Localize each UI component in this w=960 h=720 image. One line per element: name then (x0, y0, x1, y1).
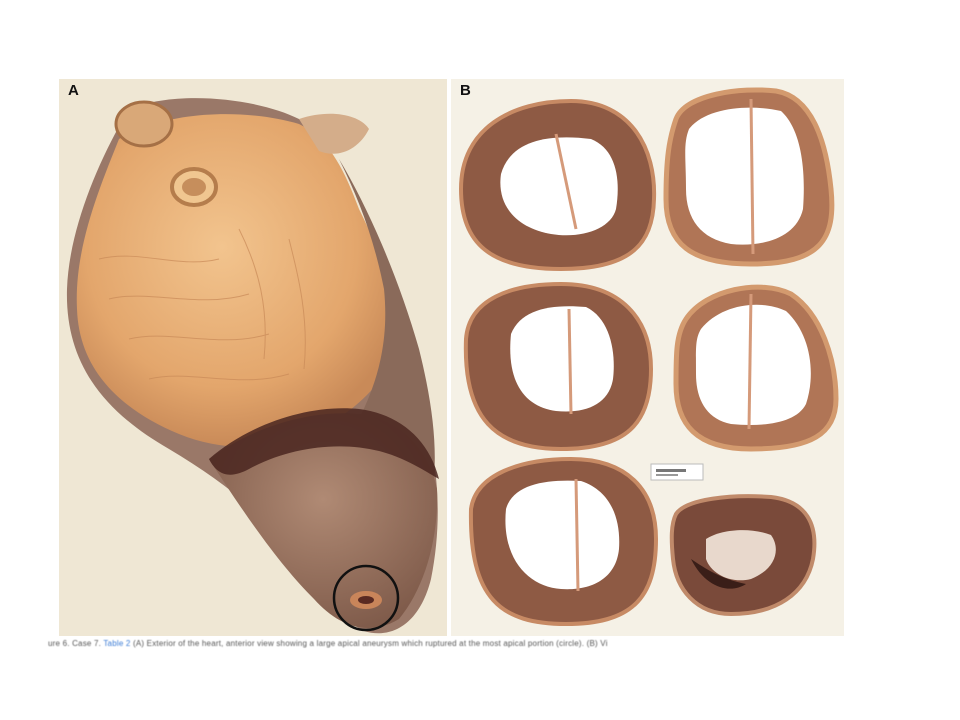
slice-4 (673, 284, 839, 452)
apical-aneurysm (209, 413, 438, 629)
panel-b-label: B (460, 82, 471, 99)
panel-b: B (451, 79, 844, 636)
caption-prefix: ure 6. Case 7. (48, 639, 102, 648)
vessel-left (114, 100, 174, 148)
slice-1 (458, 98, 657, 272)
heart-exterior-photo (66, 98, 439, 634)
epicardial-fat (76, 114, 399, 447)
slice-6-apex (669, 494, 817, 617)
vessel-right (299, 113, 369, 154)
slice-3 (463, 281, 654, 452)
figure-caption: ure 6. Case 7. Table 2 (A) Exterior of t… (48, 639, 848, 648)
aorta-lumen (182, 178, 206, 196)
rupture-circle (332, 564, 400, 632)
slice-2 (663, 87, 835, 267)
panel-a: A (59, 79, 447, 636)
panel-a-label: A (68, 82, 79, 99)
slice-5 (468, 456, 659, 627)
caption-text: (A) Exterior of the heart, anterior view… (132, 639, 608, 648)
rupture-hole (358, 596, 374, 604)
specimen-tag (650, 463, 704, 481)
heart-slices-photo (458, 87, 839, 627)
caption-table-link[interactable]: Table 2 (103, 639, 131, 648)
hemorrhage-band (209, 408, 439, 479)
fat-texture (98, 228, 306, 381)
figure: A (59, 79, 844, 636)
